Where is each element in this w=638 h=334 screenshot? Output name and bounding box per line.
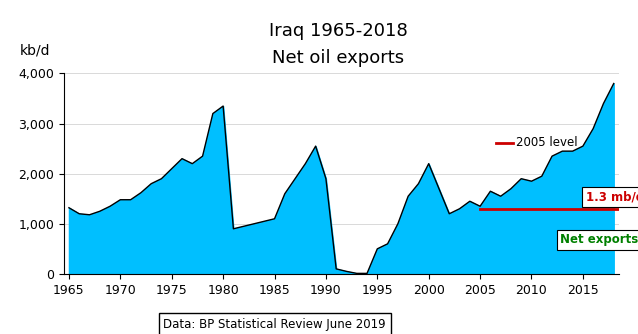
- Text: Net oil exports: Net oil exports: [272, 49, 404, 67]
- Text: 2005 level: 2005 level: [516, 136, 577, 149]
- Text: kb/d: kb/d: [19, 43, 50, 57]
- Text: Net exports: Net exports: [560, 233, 638, 246]
- Text: Data: BP Statistical Review June 2019: Data: BP Statistical Review June 2019: [163, 318, 386, 331]
- Text: 1.3 mb/d: 1.3 mb/d: [586, 191, 638, 204]
- Text: Iraq 1965-2018: Iraq 1965-2018: [269, 22, 408, 40]
